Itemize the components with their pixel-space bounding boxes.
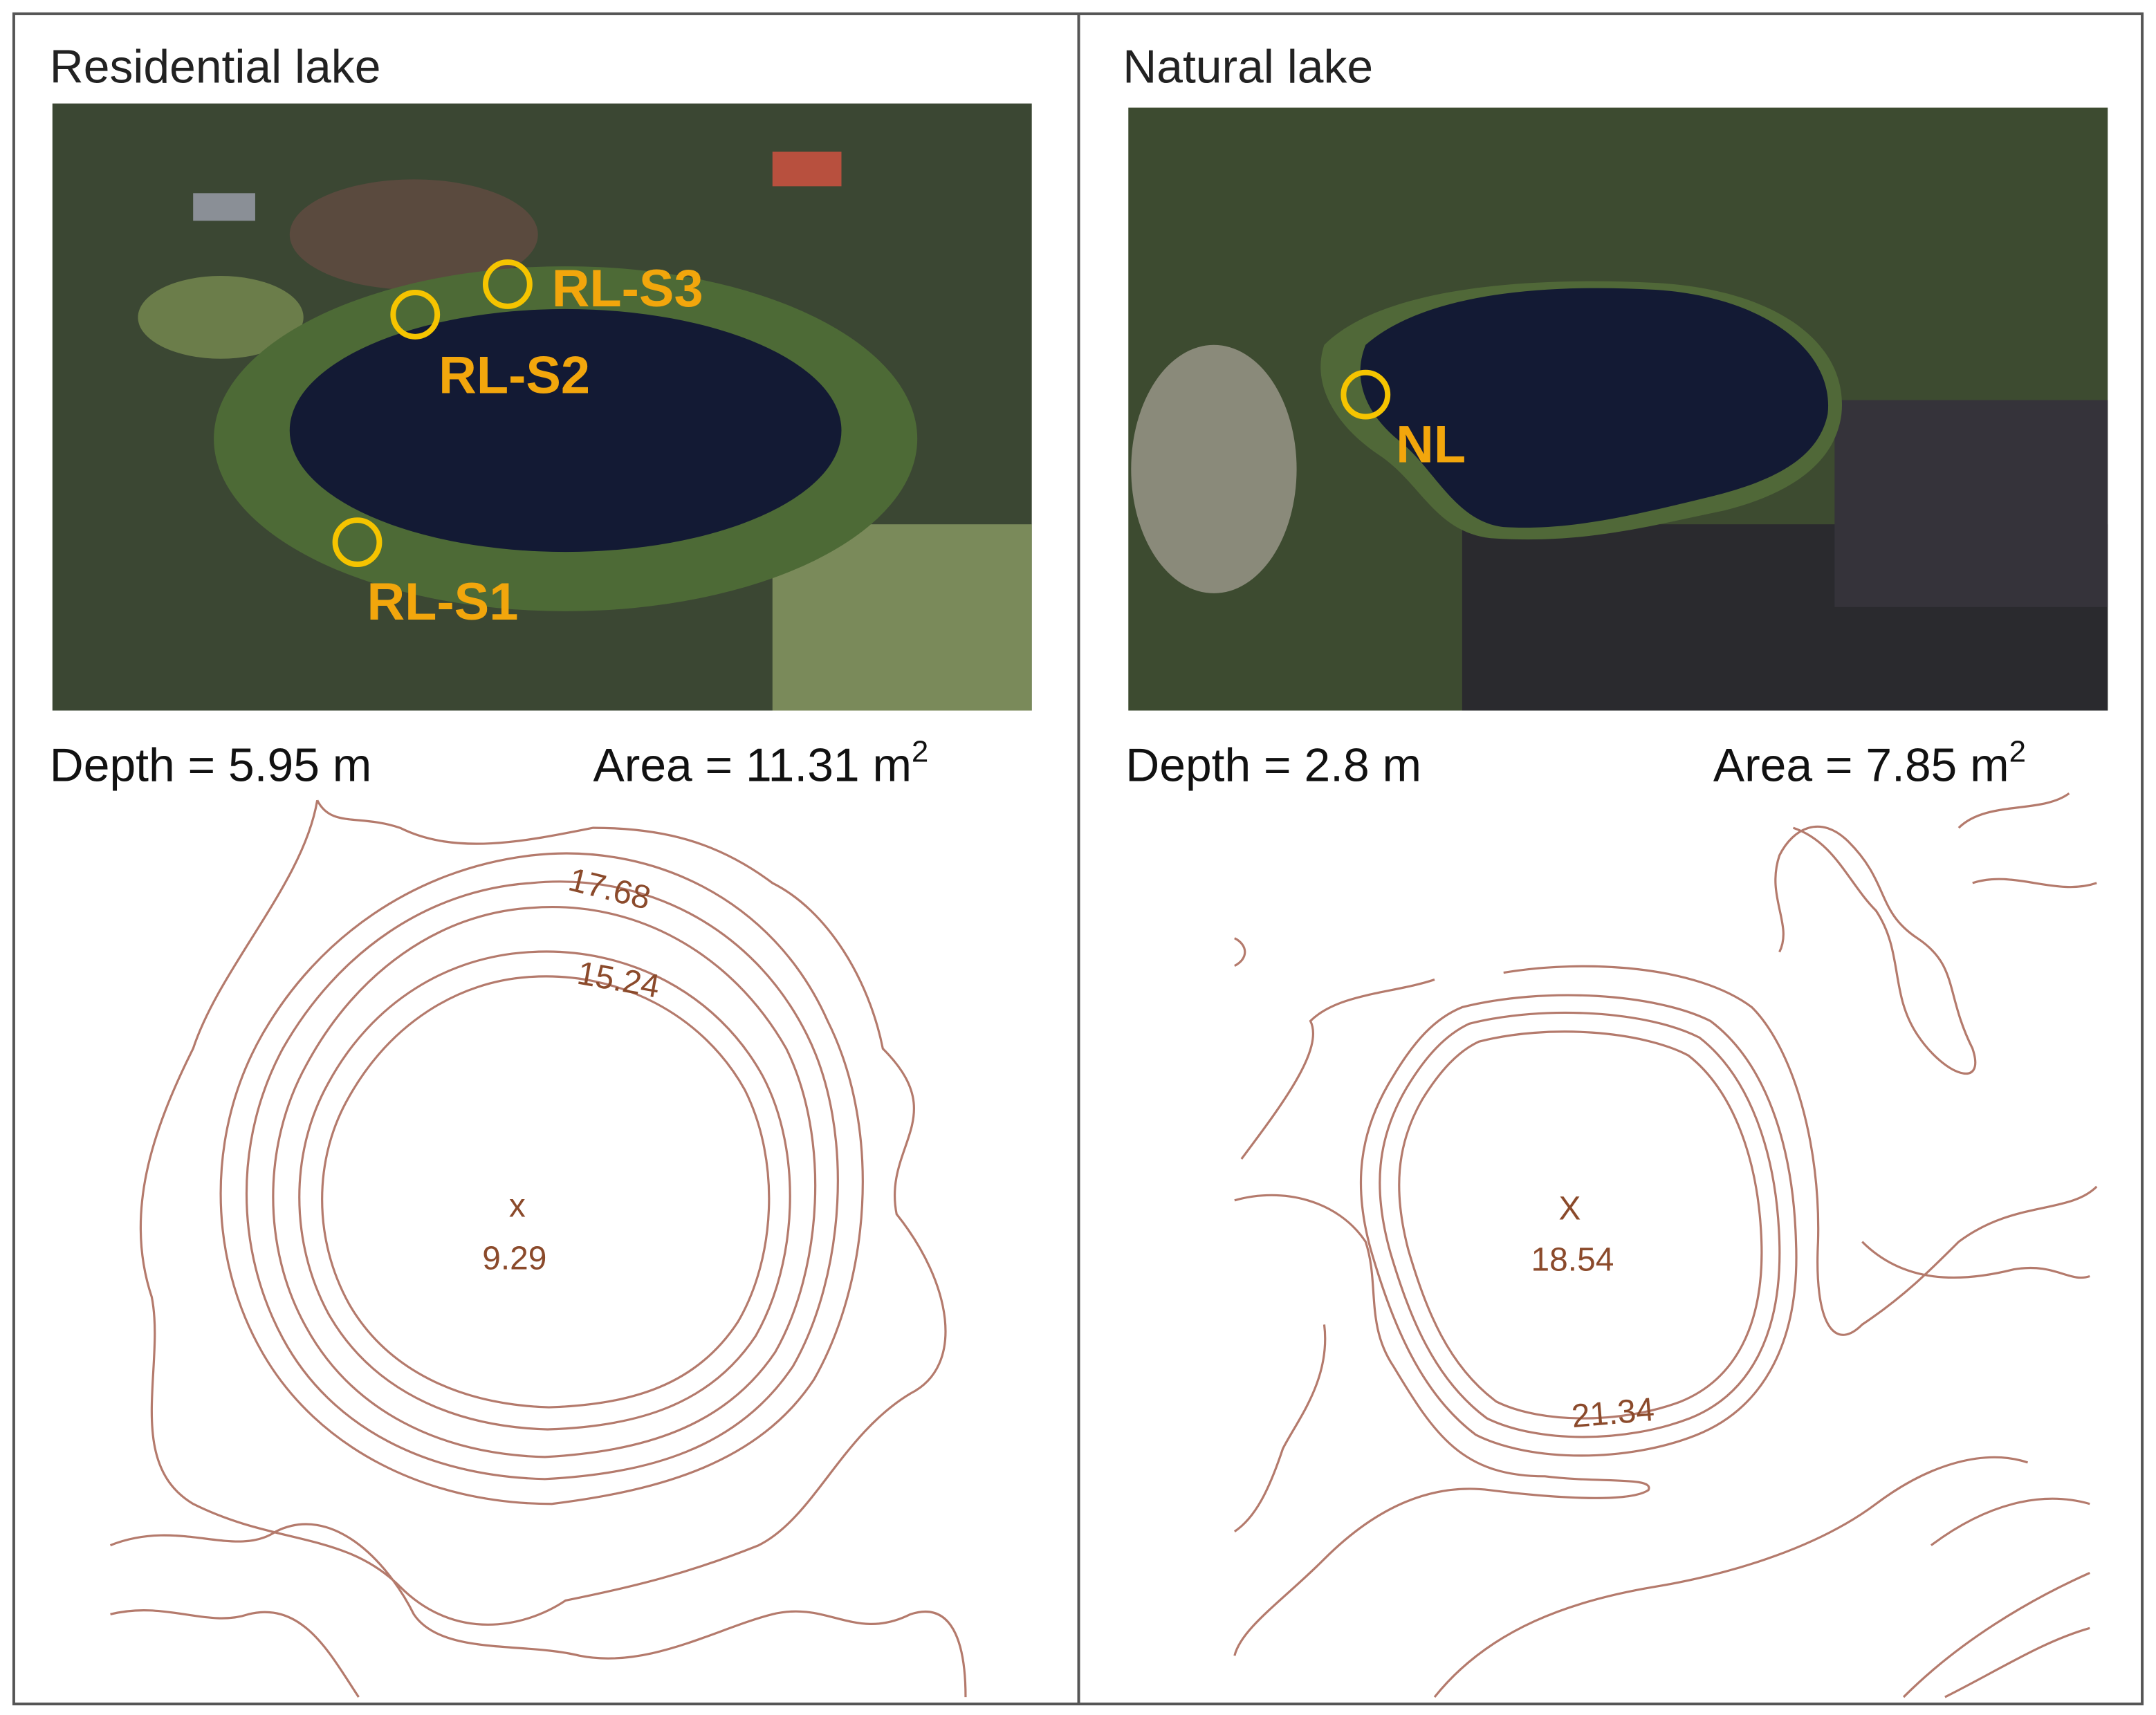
- panel-title: Residential lake: [50, 41, 381, 93]
- site-label: RL-S3: [552, 259, 703, 318]
- depth: Depth = 5.95 m: [50, 739, 371, 791]
- panel-title: Natural lake: [1123, 41, 1373, 93]
- area-text: Area = 7.85 m: [1713, 739, 2009, 791]
- area: Area = 11.31 m2: [593, 734, 929, 791]
- center-mark: x: [509, 1188, 526, 1225]
- center-label: 18.54: [1531, 1242, 1614, 1279]
- center-mark: X: [1558, 1191, 1581, 1227]
- site-label: RL-S2: [439, 346, 590, 405]
- aerial-photo: [1128, 107, 2108, 711]
- aerial-photo: [52, 103, 1032, 711]
- area-sup: 2: [2009, 734, 2026, 768]
- contour-map: [1233, 792, 2098, 1698]
- contour-label: 21.34: [1570, 1391, 1656, 1435]
- site-label: RL-S1: [367, 573, 518, 631]
- site-label: NL: [1396, 415, 1466, 474]
- area-sup: 2: [912, 734, 928, 768]
- contour-map: [109, 799, 967, 1698]
- center-label: 9.29: [482, 1241, 546, 1277]
- depth: Depth = 2.8 m: [1125, 739, 1421, 791]
- area-text: Area = 11.31 m: [593, 739, 912, 791]
- area: Area = 7.85 m2: [1713, 734, 2026, 791]
